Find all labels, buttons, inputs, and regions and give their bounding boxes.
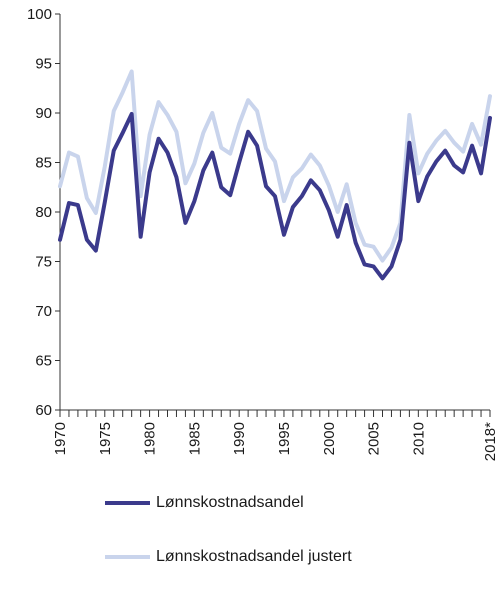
- legend: Lønnskostnadsandel Lønnskostnadsandel ju…: [105, 488, 495, 596]
- x-tick-label-1970: 1970: [52, 422, 69, 455]
- series-line-lonnskostnadsandel-justert: [58, 69, 492, 263]
- y-tick-label-95: 95: [35, 56, 52, 73]
- y-tick-label-70: 70: [35, 303, 52, 320]
- x-tick-label-1995: 1995: [276, 422, 293, 455]
- x-tick-label-1990: 1990: [231, 422, 248, 455]
- x-tick-label-1980: 1980: [142, 422, 159, 455]
- legend-item-lonnskostnadsandel-justert: Lønnskostnadsandel justert: [105, 542, 495, 572]
- legend-swatch-lonnskostnadsandel-justert: [105, 555, 150, 559]
- legend-item-lonnskostnadsandel: Lønnskostnadsandel: [105, 488, 495, 518]
- y-tick-label-65: 65: [35, 353, 52, 370]
- x-tick-label-2010: 2010: [410, 422, 427, 455]
- x-tick-label-2005: 2005: [366, 422, 383, 455]
- y-tick-label-75: 75: [35, 254, 52, 271]
- y-tick-label-80: 80: [35, 204, 52, 221]
- y-axis: 60 65 70 75 80 85 90 95 100: [27, 6, 61, 419]
- legend-label-lonnskostnadsandel-justert: Lønnskostnadsandel justert: [156, 548, 352, 565]
- x-tick-label-2018*: 2018*: [482, 422, 499, 461]
- line-chart: 60 65 70 75 80 85 90 95 100 1970 1975 1980 1985 1990…: [27, 6, 499, 461]
- x-tick-label-1975: 1975: [97, 422, 114, 455]
- legend-label-lonnskostnadsandel: Lønnskostnadsandel: [156, 494, 304, 511]
- x-tick-label-1985: 1985: [186, 422, 203, 455]
- x-axis: 1970 1975 1980 1985 1990 1995 2000 2005 2010 2018…: [52, 409, 499, 461]
- y-tick-label-85: 85: [35, 155, 52, 172]
- y-tick-label-90: 90: [35, 105, 52, 122]
- x-tick-label-2000: 2000: [321, 422, 338, 455]
- series-line-lonnskostnadsandel: [58, 111, 492, 281]
- y-tick-label-60: 60: [35, 402, 52, 419]
- y-tick-label-100: 100: [27, 6, 52, 23]
- legend-swatch-lonnskostnadsandel: [105, 501, 150, 505]
- series-layer: [58, 69, 492, 281]
